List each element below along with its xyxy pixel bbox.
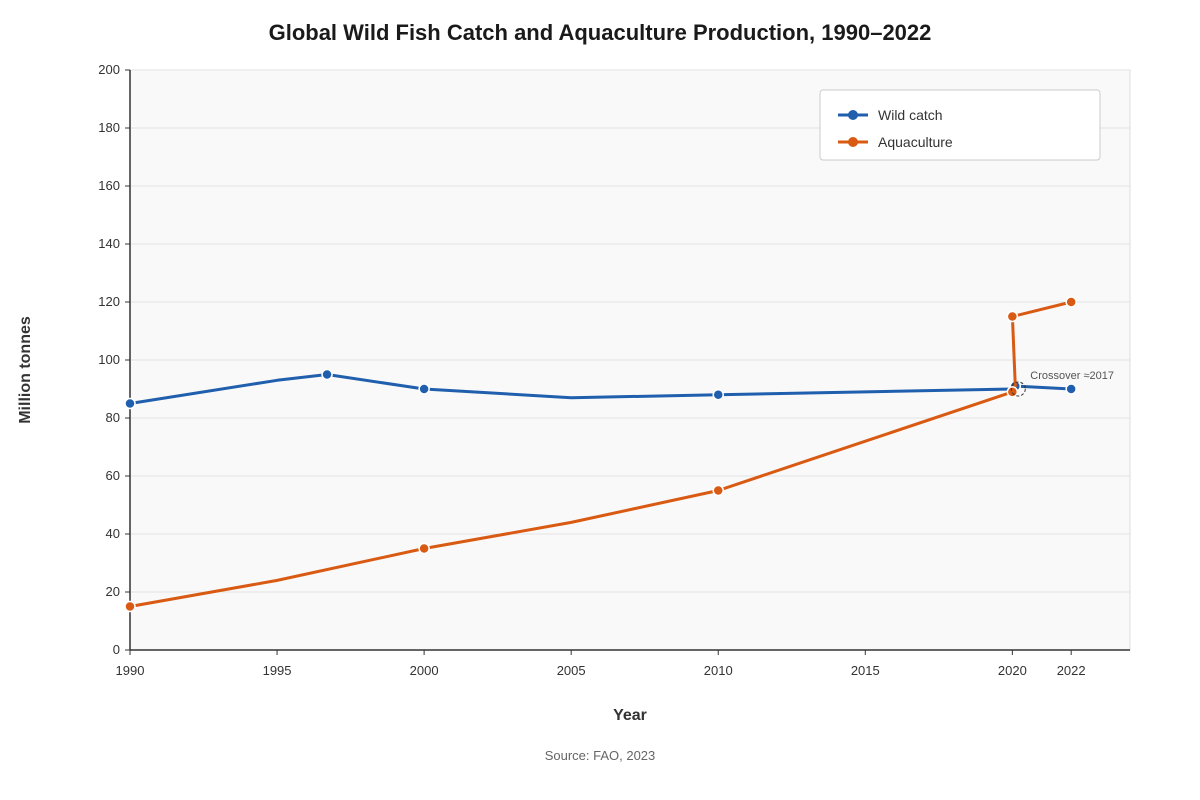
y-tick-label: 180	[98, 120, 120, 135]
x-tick-label: 2005	[557, 663, 586, 678]
source-note: Source: FAO, 2023	[545, 748, 656, 763]
x-axis-title: Year	[613, 707, 647, 724]
y-axis-title: Million tonnes	[17, 316, 34, 424]
y-tick-label: 200	[98, 62, 120, 77]
x-tick-label: 2015	[851, 663, 880, 678]
legend-swatch-marker-wild-catch	[848, 110, 858, 120]
y-axis-ticks: 0 20 40 60 80 100 120 140 160 180 200	[98, 62, 130, 657]
legend-box	[819, 89, 1101, 161]
series-line-aquaculture	[128, 300, 1073, 608]
legend-label-aquaculture: Aquaculture	[878, 134, 953, 150]
data-point-aquaculture	[124, 600, 136, 613]
data-point-wild-catch	[418, 383, 430, 395]
x-tick-label: 2010	[704, 663, 733, 678]
data-point-wild-catch	[1065, 383, 1077, 395]
crossover-marker	[1010, 381, 1026, 397]
chart-title: Global Wild Fish Catch and Aquaculture P…	[269, 20, 932, 45]
data-point-wild-catch	[321, 368, 333, 381]
y-tick-label: 120	[98, 294, 120, 309]
y-tick-label: 0	[113, 642, 120, 657]
x-tick-label: 2000	[410, 663, 439, 678]
legend: Wild catch Aquaculture	[819, 89, 1101, 161]
data-point-wild-catch	[124, 397, 136, 410]
y-tick-label: 100	[98, 352, 120, 367]
data-point-aquaculture	[1065, 296, 1077, 308]
x-axis-ticks: 1990 1995 2000 2005 2010 2015 2020 2022	[116, 650, 1086, 678]
y-tick-label: 80	[106, 410, 120, 425]
y-tick-label: 160	[98, 178, 120, 193]
data-point-aquaculture	[712, 484, 724, 497]
x-tick-label: 1990	[116, 663, 145, 678]
legend-swatch-marker-aquaculture	[848, 137, 858, 147]
legend-label-wild-catch: Wild catch	[878, 107, 943, 123]
data-point-aquaculture	[418, 542, 430, 555]
gridlines	[130, 69, 1130, 593]
series-group	[124, 296, 1077, 613]
crossover-annotation: Crossover ≈2017	[1010, 370, 1114, 397]
y-tick-label: 20	[106, 584, 120, 599]
data-point-aquaculture	[1006, 310, 1019, 323]
y-tick-label: 140	[98, 236, 120, 251]
y-tick-label: 60	[106, 468, 120, 483]
series-aquaculture	[124, 296, 1077, 613]
data-point-wild-catch	[712, 389, 724, 401]
x-tick-label: 2020	[998, 663, 1027, 678]
data-point-aquaculture	[1006, 386, 1019, 398]
annotation-label: Crossover ≈2017	[1030, 370, 1114, 382]
x-tick-label: 1995	[263, 663, 292, 678]
y-tick-label: 40	[106, 526, 120, 541]
x-tick-label: 2022	[1057, 663, 1086, 678]
